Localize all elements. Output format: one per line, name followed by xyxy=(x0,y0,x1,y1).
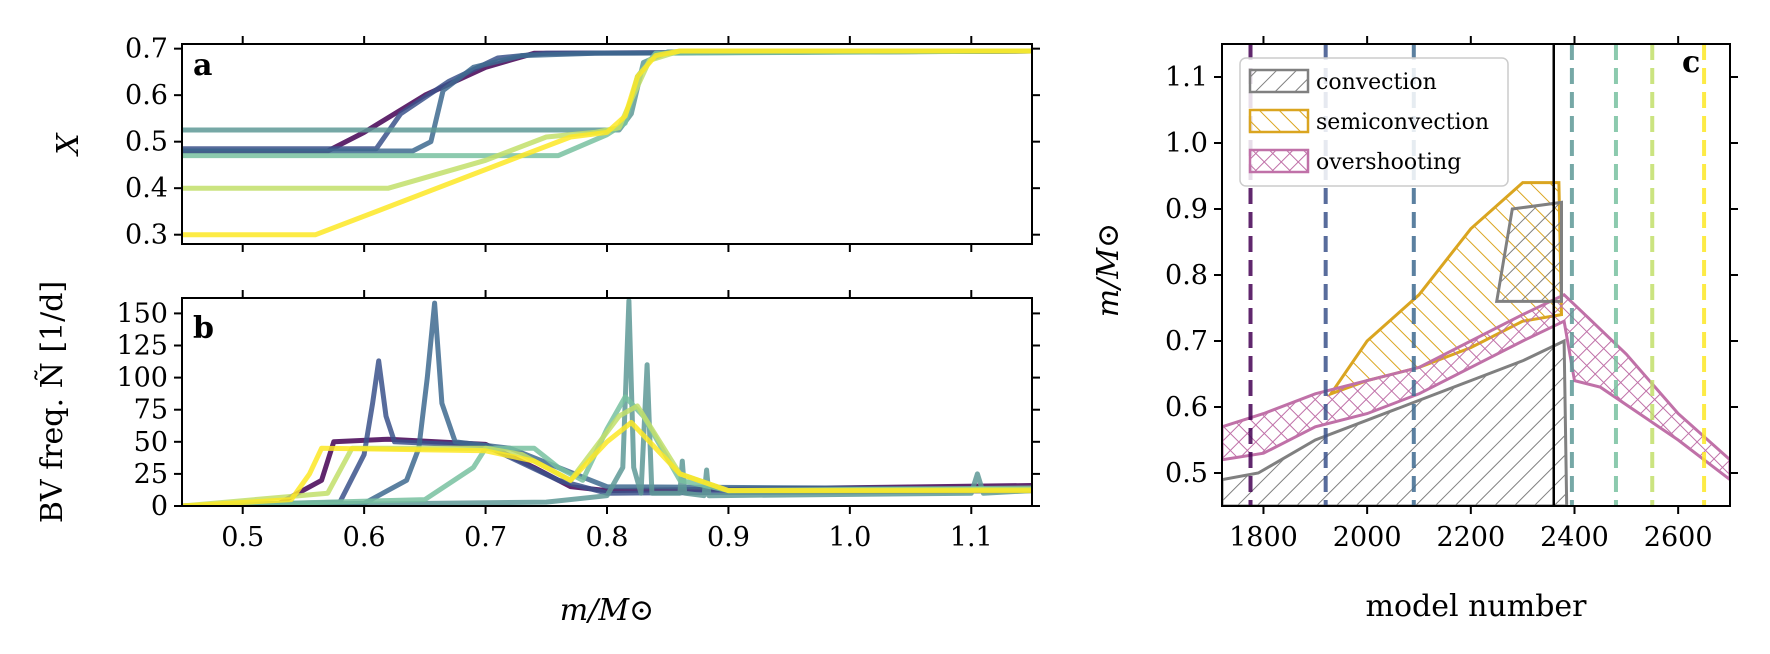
panel-c-label: c xyxy=(1682,45,1700,80)
panel-b-xtick-label: 0.9 xyxy=(707,522,750,553)
panel-a-frame xyxy=(181,43,1033,245)
panel-c-ytick-label: 0.7 xyxy=(1165,326,1208,357)
panel-b-ytick-label: 75 xyxy=(134,395,168,426)
panel-b-xtick-label: 1.1 xyxy=(950,522,993,553)
panel-b-series-line-6 xyxy=(182,420,1032,506)
panel-c-xtick-label: 2400 xyxy=(1540,522,1609,553)
panel-c-ytick-label: 1.0 xyxy=(1165,128,1208,159)
panel-c-region-convection xyxy=(1222,338,1569,506)
panel-a-ytick-label: 0.5 xyxy=(125,127,168,158)
panel-b-xlabel: m/M⊙ xyxy=(560,593,654,628)
legend-label-2: overshooting xyxy=(1316,150,1461,175)
panel-c-ytick-label: 0.5 xyxy=(1165,458,1208,489)
panel-b-ylabel: BV freq. Ñ [1/d] xyxy=(34,281,70,523)
panel-b-ytick-label: 125 xyxy=(116,331,168,362)
panel-a-series-line-2 xyxy=(182,48,1032,154)
panel-c-region-convection_upper xyxy=(1494,200,1563,303)
panel-a-ylabel: X xyxy=(51,132,86,157)
legend-label-0: convection xyxy=(1316,70,1437,95)
panel-c-xtick-label: 2600 xyxy=(1644,522,1713,553)
panel-c-regions xyxy=(1222,181,1730,506)
panel-b-ytick-label: 100 xyxy=(116,363,168,394)
panel-c-legend: convection semiconvection overshooting xyxy=(1239,57,1509,187)
panel-a-series-line-3 xyxy=(182,48,1032,133)
panel-c-ticks: 1800 2000 2200 2400 2600 1.1 1.0 0.9 0.8 0.7 0.6 0.… xyxy=(1165,36,1738,553)
panel-a-ytick-label: 0.6 xyxy=(125,80,168,111)
panel-c-ytick-label: 0.9 xyxy=(1165,194,1208,225)
panel-a-series-line-6 xyxy=(182,48,1032,238)
panel-b-series-line-1 xyxy=(182,358,1032,506)
legend-label-1: semiconvection xyxy=(1316,110,1489,135)
panel-b-xtick-label: 0.7 xyxy=(464,522,507,553)
panel-a-series-line-5 xyxy=(182,48,1032,191)
panel-a-ytick-label: 0.3 xyxy=(125,220,168,251)
panel-c-ytick-label: 0.8 xyxy=(1165,260,1208,291)
panel-b-series-line-4 xyxy=(182,394,1032,506)
legend-swatch-1 xyxy=(1248,108,1310,134)
panel-a: 0.7 0.6 0.5 0.4 0.3 a X xyxy=(51,34,1040,252)
panel-c-xtick-label: 2000 xyxy=(1333,522,1402,553)
panel-c-ytick-label: 0.6 xyxy=(1165,392,1208,423)
panel-a-ticks: 0.7 0.6 0.5 0.4 0.3 xyxy=(125,34,1040,252)
panel-b-ytick-label: 50 xyxy=(134,427,168,458)
panel-b-label: b xyxy=(193,311,214,346)
panel-a-ytick-label: 0.4 xyxy=(125,173,168,204)
panel-c: 1800 2000 2200 2400 2600 1.1 1.0 0.9 0.8 0.7 0.6 0.… xyxy=(1091,36,1738,624)
panel-c-ylabel: m/M⊙ xyxy=(1091,223,1126,317)
panel-a-label: a xyxy=(193,48,212,83)
panel-b-series xyxy=(182,298,1032,506)
panel-c-xtick-label: 2200 xyxy=(1436,522,1505,553)
panel-a-series-line-4 xyxy=(182,48,1032,159)
panel-b-xtick-label: 0.5 xyxy=(221,522,264,553)
panel-b-xtick-label: 0.6 xyxy=(343,522,386,553)
panel-a-series xyxy=(182,48,1032,238)
panel-b-ytick-label: 25 xyxy=(134,459,168,490)
panel-b-xtick-label: 1.0 xyxy=(828,522,871,553)
panel-a-ytick-label: 0.7 xyxy=(125,34,168,65)
panel-b-series-line-3 xyxy=(182,298,1032,506)
legend-swatch-0 xyxy=(1248,68,1310,94)
panel-c-xtick-label: 1800 xyxy=(1229,522,1298,553)
panel-b-ytick-label: 150 xyxy=(116,298,168,329)
legend-swatch-2 xyxy=(1248,148,1310,174)
panel-c-region-overshooting xyxy=(1222,293,1730,482)
panel-b-ytick-label: 0 xyxy=(151,491,168,522)
panel-c-ytick-label: 1.1 xyxy=(1165,62,1208,93)
panel-b-xtick-label: 0.8 xyxy=(586,522,629,553)
panel-c-xlabel: model number xyxy=(1366,589,1588,624)
